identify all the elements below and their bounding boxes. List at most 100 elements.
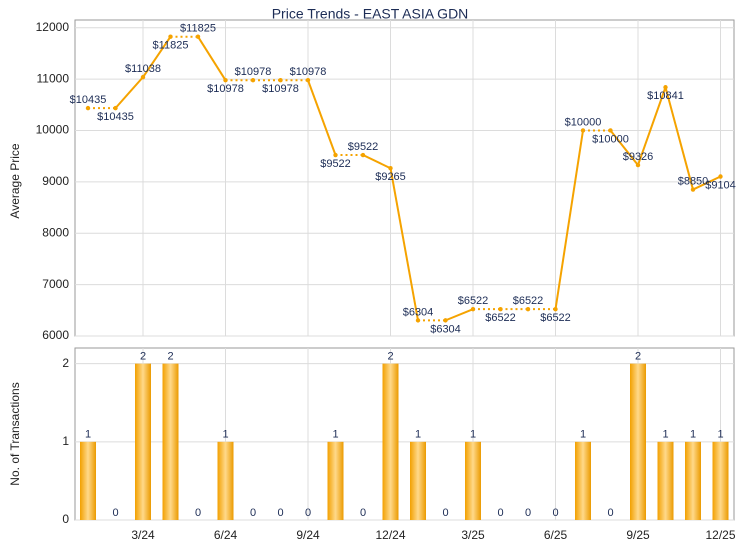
bar <box>80 441 96 520</box>
line-segment <box>389 168 419 321</box>
data-label: 0 <box>525 507 531 519</box>
data-label: $9326 <box>623 151 654 163</box>
point <box>113 105 118 111</box>
x-tick-label: 12/24 <box>375 528 405 542</box>
line-segment <box>609 129 639 166</box>
line-segment <box>114 76 144 109</box>
point <box>333 152 338 158</box>
chart-title: Price Trends - EAST ASIA GDN <box>272 6 469 22</box>
data-label: $10978 <box>235 66 272 78</box>
data-label: 0 <box>360 507 366 519</box>
line-segment <box>664 86 694 190</box>
bar <box>630 363 646 520</box>
data-label: 0 <box>195 507 201 519</box>
line-segment <box>554 130 584 310</box>
data-label: 2 <box>635 351 641 363</box>
point <box>415 318 421 323</box>
x-tick-label: 3/25 <box>461 528 485 542</box>
bar <box>712 441 729 520</box>
data-label: $10435 <box>97 111 134 123</box>
line-segment <box>692 175 721 191</box>
data-label: $10978 <box>262 83 299 95</box>
bar <box>657 441 674 520</box>
data-label: $11038 <box>125 63 161 75</box>
y-tick-label: 11000 <box>37 71 70 85</box>
data-label: 1 <box>415 429 421 441</box>
bar <box>575 441 591 520</box>
data-label: 0 <box>112 507 118 519</box>
line-segment <box>142 36 172 78</box>
line-segment <box>445 308 474 322</box>
point <box>470 306 476 312</box>
bar <box>327 441 344 520</box>
data-label: $10435 <box>70 94 107 106</box>
data-label: $6522 <box>513 295 544 307</box>
point <box>718 174 723 179</box>
line-segment <box>637 86 667 166</box>
point <box>305 78 311 83</box>
point <box>223 78 228 83</box>
data-label: 1 <box>580 429 586 441</box>
data-label: $10978 <box>290 66 327 78</box>
point <box>553 306 558 312</box>
point <box>690 187 696 192</box>
data-label: $6522 <box>485 312 516 324</box>
data-label: 0 <box>607 507 613 519</box>
point <box>580 128 586 133</box>
data-label: 2 <box>167 351 173 363</box>
data-label: 2 <box>140 351 146 363</box>
data-label: 1 <box>85 429 91 441</box>
x-tick-label: 12/25 <box>705 528 735 542</box>
bar <box>465 441 481 520</box>
y-axis-label: Average Price <box>8 143 22 218</box>
data-label: 2 <box>387 351 393 363</box>
point <box>360 152 366 158</box>
data-label: 0 <box>305 507 311 519</box>
data-label: $9522 <box>348 141 379 153</box>
y-tick-label: 9000 <box>42 174 69 188</box>
data-label: $9265 <box>375 171 406 183</box>
data-label: 0 <box>277 507 283 519</box>
data-label: 1 <box>332 429 338 441</box>
point <box>525 306 531 312</box>
data-label: $9522 <box>320 158 351 170</box>
data-label: $11825 <box>180 23 216 35</box>
data-label: $10841 <box>647 90 684 102</box>
line-segment <box>362 154 391 170</box>
data-label: $6522 <box>540 312 571 324</box>
data-label: 1 <box>717 429 723 441</box>
data-label: $10000 <box>592 133 629 145</box>
x-tick-label: 6/24 <box>214 528 238 542</box>
data-label: 0 <box>552 507 558 519</box>
point <box>195 34 201 39</box>
y-axis-label: No. of Transactions <box>8 382 22 485</box>
point <box>608 128 613 133</box>
bar <box>410 441 426 520</box>
data-label: 1 <box>690 429 696 441</box>
line-segment <box>197 36 227 81</box>
data-label: 1 <box>470 429 476 441</box>
bar <box>382 363 399 520</box>
data-label: $9104 <box>705 179 736 191</box>
data-label: 0 <box>497 507 503 519</box>
x-tick-label: 9/24 <box>296 528 320 542</box>
data-label: 0 <box>250 507 256 519</box>
data-label: 1 <box>222 429 228 441</box>
y-tick-label: 6000 <box>42 328 69 342</box>
data-label: $6522 <box>458 295 489 307</box>
x-tick-label: 9/25 <box>626 528 650 542</box>
y-tick-label: 8000 <box>42 225 69 239</box>
data-label: $10978 <box>207 83 244 95</box>
point <box>663 85 668 90</box>
x-tick-label: 3/24 <box>131 528 155 542</box>
point <box>635 162 641 168</box>
point <box>388 166 393 171</box>
data-label: $8850 <box>678 175 709 187</box>
bar <box>685 441 701 520</box>
point <box>85 105 91 111</box>
point <box>498 306 503 312</box>
bar <box>217 441 234 520</box>
x-tick-label: 6/25 <box>544 528 568 542</box>
bar <box>135 363 151 520</box>
